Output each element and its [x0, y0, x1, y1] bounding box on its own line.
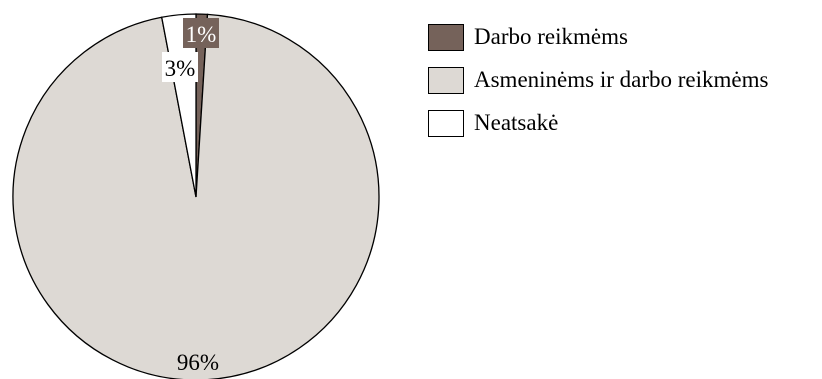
legend-swatch-asmeninems — [428, 66, 464, 94]
data-label-darbo: 1% — [186, 22, 217, 47]
data-label-asmeninems: 96% — [177, 350, 219, 375]
data-label-bg-neatsake — [162, 52, 198, 82]
data-label-bg-darbo — [183, 18, 219, 48]
legend-label-neatsake: Neatsakė — [474, 110, 559, 135]
legend-label-asmeninems: Asmeninėms ir darbo reikmėms — [474, 67, 769, 92]
legend-item-neatsake: Neatsakė — [428, 108, 768, 138]
legend-item-asmeninems: Asmeninėms ir darbo reikmėms — [428, 65, 768, 95]
pie-slice-asmeninems — [12, 13, 380, 379]
legend: Darbo reikmėms Asmeninėms ir darbo reikm… — [428, 22, 768, 138]
legend-label-darbo: Darbo reikmėms — [474, 24, 628, 49]
data-label-neatsake: 3% — [165, 56, 196, 81]
pie-labels: 1% 96% 3% — [162, 18, 219, 375]
legend-swatch-darbo — [428, 23, 464, 51]
legend-item-darbo: Darbo reikmėms — [428, 22, 768, 52]
legend-swatch-neatsake — [428, 109, 464, 137]
